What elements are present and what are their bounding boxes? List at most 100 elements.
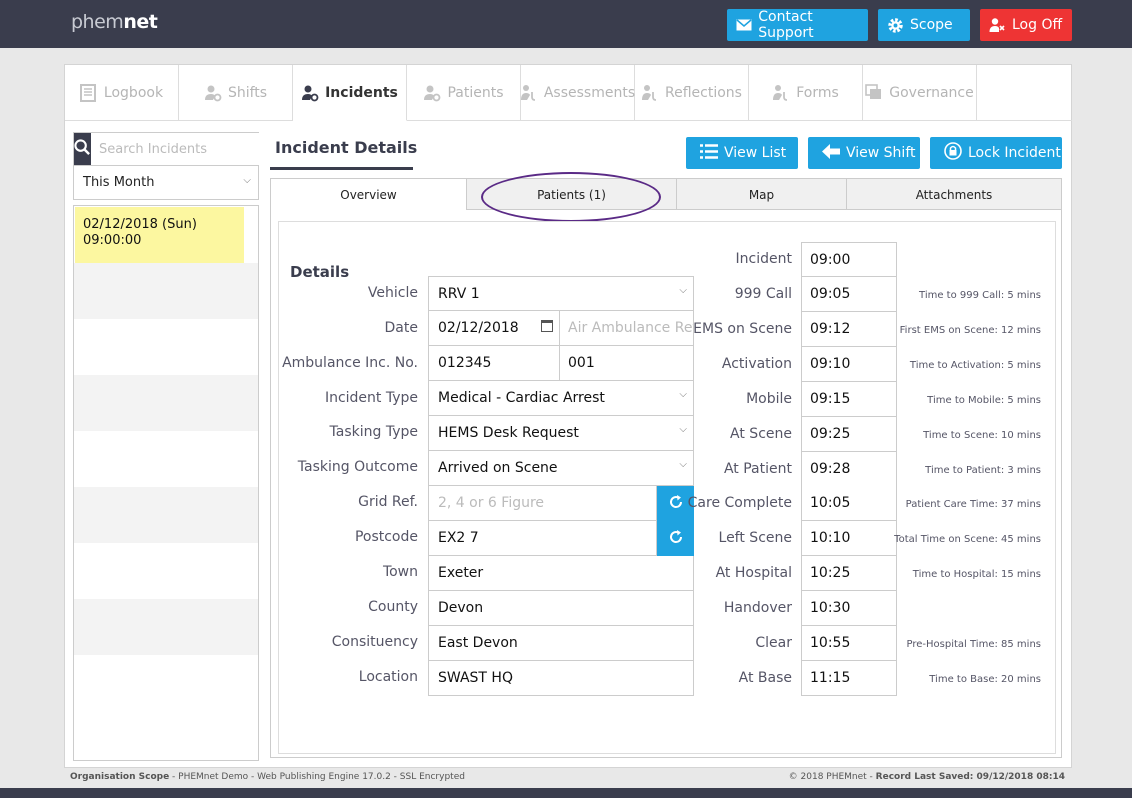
- view-shift-label: View Shift: [846, 145, 916, 161]
- tab-label: Map: [748, 187, 775, 202]
- time-label-999-call: 999 Call: [734, 286, 792, 302]
- time-label-incident: Incident: [735, 251, 792, 267]
- chevron-down-icon: ⌵: [679, 424, 687, 435]
- incident-date: 02/12/2018 (Sun): [83, 217, 197, 232]
- user-gear-icon: [423, 84, 441, 102]
- time-input-clear[interactable]: 10:55: [801, 626, 897, 661]
- stethoscope-icon: [641, 84, 659, 102]
- ambulance-inc-suffix-field[interactable]: 001: [560, 346, 694, 381]
- duration-note: Time to Mobile: 5 mins: [927, 395, 1041, 406]
- list-row-empty: [74, 599, 258, 655]
- time-input-activation[interactable]: 09:10: [801, 347, 897, 382]
- time-label-at-hospital: At Hospital: [715, 565, 792, 581]
- time-label-mobile: Mobile: [746, 391, 792, 407]
- incident-type-select[interactable]: Medical - Cardiac Arrest ⌵: [428, 381, 694, 416]
- time-value: 09:10: [810, 356, 851, 372]
- top-bar: phemnet Contact Support Scope Log Off: [0, 0, 1132, 48]
- tab-map[interactable]: Map: [677, 179, 847, 210]
- tasking-type-label: Tasking Type: [329, 424, 418, 440]
- tasking-outcome-select[interactable]: Arrived on Scene ⌵: [428, 451, 694, 486]
- view-shift-button[interactable]: View Shift: [808, 137, 920, 169]
- time-input-ems-on-scene[interactable]: 09:12: [801, 312, 897, 347]
- time-input-left-scene[interactable]: 10:10: [801, 521, 897, 556]
- county-input[interactable]: Devon: [428, 591, 694, 626]
- lock-incident-button[interactable]: Lock Incident: [930, 137, 1062, 169]
- air-ambulance-ref-input[interactable]: Air Ambulance Ref: [560, 311, 694, 346]
- time-input-999-call[interactable]: 09:05: [801, 277, 897, 312]
- ambulance-inc-suffix-value: 001: [568, 355, 595, 371]
- incident-time: 09:00:00: [83, 233, 142, 248]
- contact-support-label: Contact Support: [758, 9, 814, 41]
- nav-tab-label: Reflections: [665, 84, 742, 101]
- logoff-button[interactable]: Log Off: [980, 9, 1072, 41]
- calendar-icon[interactable]: [541, 320, 553, 332]
- nav-tab-patients[interactable]: Patients: [407, 65, 521, 121]
- nav-tab-incidents[interactable]: Incidents: [293, 65, 407, 121]
- vehicle-select[interactable]: RRV 1 ⌵: [428, 276, 694, 311]
- search-button[interactable]: [74, 133, 91, 165]
- nav-tab-label: Incidents: [325, 84, 398, 101]
- ambulance-inc-field[interactable]: 012345: [428, 346, 560, 381]
- duration-note: Time to Patient: 3 mins: [925, 465, 1041, 476]
- period-filter-select[interactable]: This Month ⌵: [73, 166, 259, 200]
- nav-tab-logbook[interactable]: Logbook: [65, 65, 179, 121]
- incident-search: [73, 132, 269, 166]
- time-value: 10:05: [810, 495, 851, 511]
- list-row-empty: [74, 319, 258, 375]
- stethoscope-icon: [520, 84, 538, 102]
- time-input-at-patient[interactable]: 09:28: [801, 452, 897, 487]
- grid-ref-refresh-button[interactable]: [657, 486, 694, 521]
- nav-tab-governance[interactable]: Governance: [863, 65, 977, 121]
- incident-list-item[interactable]: 02/12/2018 (Sun) 09:00:00: [75, 207, 244, 263]
- air-ambulance-ref-placeholder: Air Ambulance Ref: [568, 320, 694, 336]
- chevron-down-icon: ⌵: [679, 285, 687, 296]
- time-value: 09:28: [810, 461, 851, 477]
- envelope-icon: [735, 16, 752, 34]
- time-value: 09:00: [810, 251, 851, 268]
- time-input-incident[interactable]: 09:00: [801, 242, 897, 277]
- time-input-at-hospital[interactable]: 10:25: [801, 556, 897, 591]
- tab-overview[interactable]: Overview: [271, 179, 467, 210]
- duration-note: Time to Base: 20 mins: [929, 674, 1041, 685]
- main-panel: Logbook Shifts Incidents Patients Assess…: [64, 64, 1072, 768]
- search-input[interactable]: [91, 133, 269, 165]
- brand-logo[interactable]: phemnet: [71, 11, 158, 33]
- county-value: Devon: [438, 600, 484, 616]
- lock-icon: [944, 142, 962, 164]
- chevron-down-icon: ⌵: [679, 389, 687, 400]
- time-input-handover[interactable]: 10:30: [801, 591, 897, 626]
- scope-button[interactable]: Scope: [878, 9, 970, 41]
- tab-attachments[interactable]: Attachments: [847, 179, 1061, 210]
- overview-panel: [270, 210, 1062, 758]
- time-label-ems-on-scene: EMS on Scene: [693, 321, 792, 337]
- nav-tab-forms[interactable]: Forms: [749, 65, 863, 121]
- nav-tab-assessments[interactable]: Assessments: [520, 65, 636, 121]
- nav-tab-label: Assessments: [543, 84, 636, 101]
- ambulance-inc-value: 012345: [438, 355, 492, 371]
- nav-tab-reflections[interactable]: Reflections: [635, 65, 749, 121]
- list-row-empty: [74, 543, 258, 599]
- town-input[interactable]: Exeter: [428, 556, 694, 591]
- search-icon: [74, 138, 91, 160]
- time-input-at-base[interactable]: 11:15: [801, 661, 897, 696]
- date-field[interactable]: 02/12/2018: [428, 311, 560, 346]
- footer-copyright: © 2018 PHEMnet -: [788, 772, 876, 782]
- postcode-input[interactable]: EX2 7: [428, 521, 657, 556]
- time-input-at-scene[interactable]: 09:25: [801, 417, 897, 452]
- view-list-button[interactable]: View List: [686, 137, 798, 169]
- nav-tab-shifts[interactable]: Shifts: [179, 65, 293, 121]
- contact-support-button[interactable]: Contact Support: [727, 9, 868, 41]
- postcode-refresh-button[interactable]: [657, 521, 694, 556]
- constituency-label: Consituency: [331, 634, 418, 650]
- time-input-mobile[interactable]: 09:15: [801, 382, 897, 417]
- nav-tab-label: Governance: [889, 84, 974, 101]
- time-input-care-complete[interactable]: 10:05: [801, 486, 897, 521]
- nav-tab-label: Forms: [796, 84, 839, 101]
- date-value: 02/12/2018: [438, 320, 519, 336]
- tasking-type-select[interactable]: HEMS Desk Request ⌵: [428, 416, 694, 451]
- constituency-input[interactable]: East Devon: [428, 626, 694, 661]
- grid-ref-input[interactable]: 2, 4 or 6 Figure: [428, 486, 657, 521]
- nav-tab-label: Shifts: [227, 84, 268, 101]
- incident-list: 02/12/2018 (Sun) 09:00:00: [73, 205, 259, 761]
- location-input[interactable]: SWAST HQ: [428, 661, 694, 696]
